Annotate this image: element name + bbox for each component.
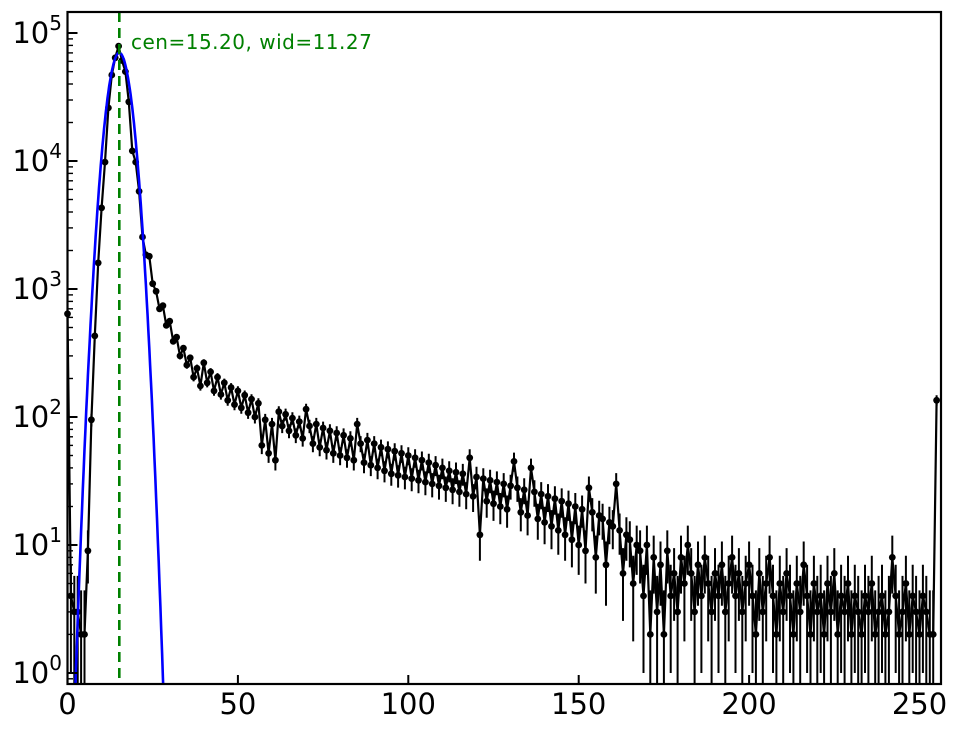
- svg-text:100: 100: [12, 651, 62, 690]
- axis-ticks: [66, 32, 921, 684]
- svg-text:250: 250: [892, 687, 947, 721]
- svg-text:102: 102: [12, 395, 62, 434]
- svg-text:50: 50: [219, 687, 256, 721]
- svg-text:103: 103: [12, 267, 62, 306]
- y-tick-labels: 100 101 102 103 104 105: [12, 11, 62, 690]
- x-tick-labels: 0 50 100 150 200 250: [58, 687, 947, 721]
- data-line: [66, 45, 938, 636]
- svg-text:100: 100: [381, 687, 436, 721]
- svg-text:200: 200: [721, 687, 776, 721]
- svg-text:105: 105: [12, 11, 62, 50]
- data-markers: [64, 42, 940, 638]
- fit-annotation: cen=15.20, wid=11.27: [131, 30, 373, 54]
- svg-text:150: 150: [551, 687, 606, 721]
- svg-text:104: 104: [12, 139, 62, 178]
- axes-spines: [66, 10, 943, 686]
- svg-text:0: 0: [58, 687, 76, 721]
- svg-text:101: 101: [12, 523, 62, 562]
